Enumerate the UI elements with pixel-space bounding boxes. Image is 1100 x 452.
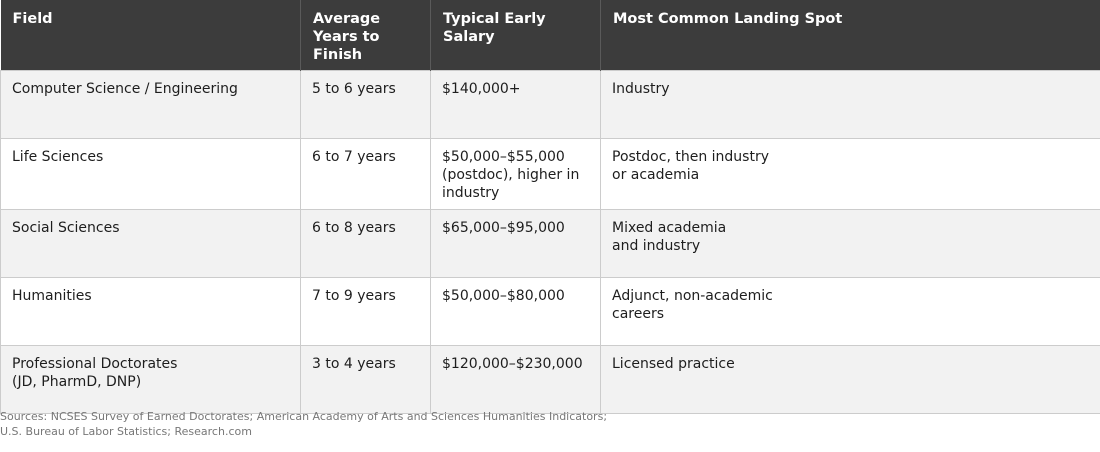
cell-landing-spot: Postdoc, then industry or academia	[600, 138, 1100, 210]
cell-landing-spot: Licensed practice	[600, 345, 1100, 414]
cell-years: 7 to 9 years	[300, 277, 431, 346]
cell-years: 5 to 6 years	[300, 70, 431, 139]
table-row: Social Sciences 6 to 8 years $65,000–$95…	[0, 209, 1100, 278]
cell-field: Humanities	[0, 277, 301, 346]
header-landing-spot: Most Common Landing Spot	[600, 0, 1100, 71]
cell-salary: $50,000–$80,000	[430, 277, 601, 346]
sources-footnote: Sources: NCSES Survey of Earned Doctorat…	[0, 409, 700, 439]
header-field: Field	[0, 0, 301, 71]
cell-salary: $50,000–$55,000 (postdoc), higher in ind…	[430, 138, 601, 210]
table-row: Professional Doctorates (JD, PharmD, DNP…	[0, 345, 1100, 414]
table-row: Humanities 7 to 9 years $50,000–$80,000 …	[0, 277, 1100, 346]
table-body: Computer Science / Engineering 5 to 6 ye…	[0, 70, 1100, 414]
comparison-table-container: Field Average Years to Finish Typical Ea…	[0, 0, 1100, 414]
cell-field: Professional Doctorates (JD, PharmD, DNP…	[0, 345, 301, 414]
table-header: Field Average Years to Finish Typical Ea…	[0, 0, 1100, 71]
sources-line-2: U.S. Bureau of Labor Statistics; Researc…	[0, 425, 252, 438]
phd-fields-table: Field Average Years to Finish Typical Ea…	[0, 0, 1100, 414]
cell-years: 6 to 7 years	[300, 138, 431, 210]
cell-landing-spot: Industry	[600, 70, 1100, 139]
table-row: Computer Science / Engineering 5 to 6 ye…	[0, 70, 1100, 139]
cell-salary: $140,000+	[430, 70, 601, 139]
cell-years: 3 to 4 years	[300, 345, 431, 414]
cell-field: Social Sciences	[0, 209, 301, 278]
cell-salary: $120,000–$230,000	[430, 345, 601, 414]
cell-landing-spot: Adjunct, non-academic careers	[600, 277, 1100, 346]
cell-salary: $65,000–$95,000	[430, 209, 601, 278]
header-average-years: Average Years to Finish	[300, 0, 431, 71]
cell-landing-spot: Mixed academia and industry	[600, 209, 1100, 278]
sources-line-1: Sources: NCSES Survey of Earned Doctorat…	[0, 410, 608, 423]
cell-field: Computer Science / Engineering	[0, 70, 301, 139]
cell-field: Life Sciences	[0, 138, 301, 210]
cell-years: 6 to 8 years	[300, 209, 431, 278]
table-row: Life Sciences 6 to 7 years $50,000–$55,0…	[0, 138, 1100, 210]
header-row: Field Average Years to Finish Typical Ea…	[0, 0, 1100, 71]
header-early-salary: Typical Early Salary	[430, 0, 601, 71]
